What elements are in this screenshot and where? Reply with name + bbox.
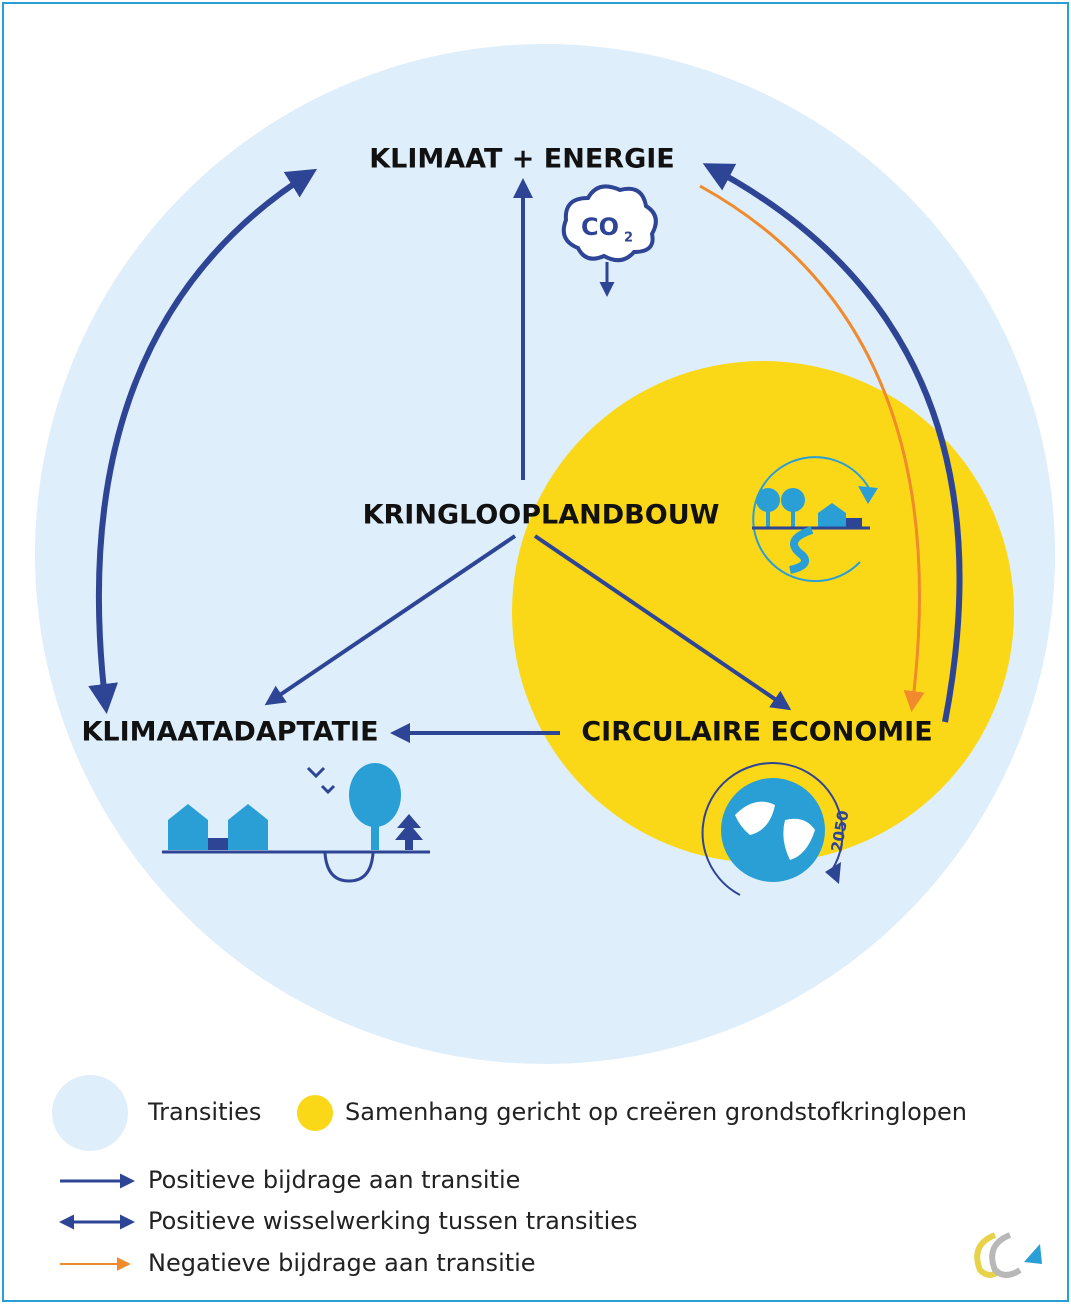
co2-text: CO bbox=[581, 213, 619, 241]
legend-label: Samenhang gericht op creëren grondstofkr… bbox=[345, 1098, 967, 1126]
node-label: KLIMAAT + ENERGIE bbox=[369, 144, 675, 175]
legend-label: Positieve wisselwerking tussen transitie… bbox=[148, 1207, 638, 1235]
node-label: KLIMAATADAPTATIE bbox=[81, 717, 378, 748]
legend-label: Negatieve bijdrage aan transitie bbox=[148, 1249, 536, 1277]
legend-label: Positieve bijdrage aan transitie bbox=[148, 1166, 520, 1194]
diagram: KLIMAAT + ENERGIE KRINGLOOPLANDBOUW KLIM… bbox=[0, 0, 1071, 1304]
co2-subscript: 2 bbox=[624, 231, 633, 246]
node-label: CIRCULAIRE ECONOMIE bbox=[581, 717, 932, 748]
legend-label: Transities bbox=[147, 1098, 261, 1126]
node-label: KRINGLOOPLANDBOUW bbox=[363, 500, 720, 531]
